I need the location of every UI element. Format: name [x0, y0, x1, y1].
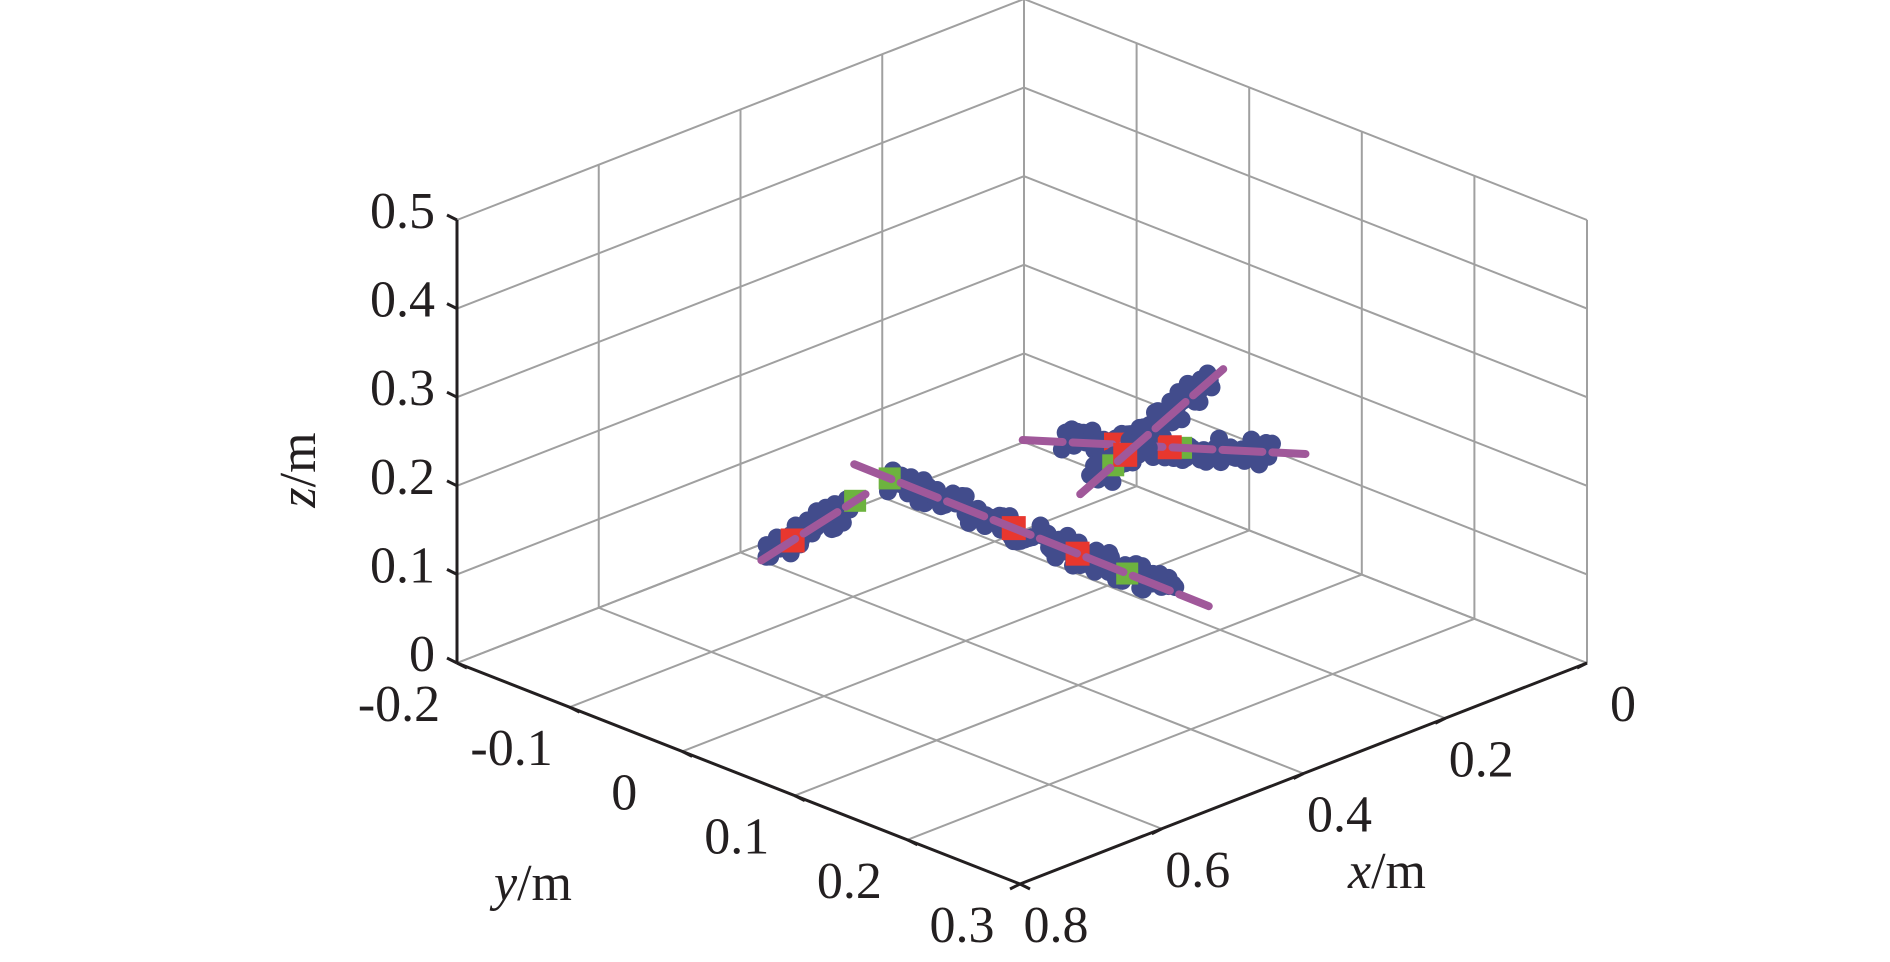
x-tick-mark [1434, 716, 1446, 725]
y-tick-label: -0.2 [358, 676, 440, 733]
wall-grid-line [456, 175, 1025, 399]
x-tick-mark [1292, 772, 1305, 780]
y-tick-mark [794, 794, 806, 802]
z-tick-label: 0 [409, 626, 435, 683]
x-tick-mark [1009, 882, 1021, 891]
floor-grid-line [794, 573, 1363, 797]
y-tick-label: 0.2 [817, 853, 882, 910]
z-tick-label: 0.3 [370, 360, 435, 417]
y-tick-label: -0.1 [470, 720, 552, 777]
y-tick-mark [906, 838, 919, 847]
fitted-line [1076, 358, 1235, 499]
x-tick-label: 0 [1610, 676, 1636, 733]
z-tick-mark [446, 390, 458, 399]
z-tick-mark [446, 568, 458, 576]
x-tick-label: 0.2 [1449, 731, 1514, 788]
segment-1 [757, 489, 870, 566]
segment-4 [1076, 358, 1235, 499]
y-axis-label: y/m [489, 855, 572, 912]
y-tick-label: 0.3 [930, 897, 995, 954]
z-tick-label: 0.5 [370, 183, 435, 240]
z-tick-mark [446, 213, 458, 222]
wall-grid-line [1023, 175, 1588, 399]
floor-grid-line [740, 551, 1304, 775]
floor-grid-line [598, 606, 1163, 830]
wall-grid-line [1023, 352, 1588, 576]
tick-labels: 0 0.1 0.2 0.3 0.4 0.5 -0.2 -0.1 0 0.1 0.2 0.3 0 0.2 0.… [358, 183, 1636, 954]
y-tick-label: 0 [611, 764, 637, 821]
x-axis-label: x/m [1347, 843, 1426, 900]
wall-grid-line [1023, 86, 1588, 310]
x-tick-mark [1151, 827, 1163, 836]
z-tick-label: 0.4 [370, 272, 435, 329]
fitted-line [757, 490, 870, 565]
fitted-line [1018, 435, 1310, 458]
x-tick-mark [1576, 661, 1588, 670]
z-tick-label: 0.2 [370, 449, 435, 506]
wall-grid-line [1023, 263, 1588, 487]
y-tick-label: 0.1 [704, 809, 769, 866]
y-tick-mark [1019, 882, 1031, 891]
wall-grid-line [1023, 0, 1588, 221]
x-tick-label: 0.8 [1024, 897, 1089, 954]
y-tick-mark [456, 661, 468, 670]
wall-grid-line [456, 263, 1025, 487]
floor-grid-line [907, 617, 1475, 841]
y-axis-line [456, 661, 1021, 886]
y-tick-mark [681, 750, 693, 758]
data-layer [757, 358, 1310, 611]
x-tick-label: 0.4 [1307, 787, 1372, 844]
x-tick-label: 0.6 [1165, 842, 1230, 899]
blue-marker [1085, 562, 1104, 581]
wall-grid-line [456, 86, 1025, 310]
z-axis-label: z/m [270, 432, 327, 508]
z-tick-mark [446, 479, 458, 488]
z-tick-label: 0.1 [370, 537, 435, 594]
blue-marker [1172, 410, 1191, 429]
wall-grid-line [456, 0, 1025, 221]
floor-grid-line [881, 496, 1446, 720]
wall-grid-line [456, 352, 1025, 576]
blue-marker [1262, 434, 1281, 453]
fitted-line [850, 460, 1213, 611]
y-tick-mark [568, 705, 581, 714]
axes [446, 213, 1588, 891]
z-tick-mark [446, 302, 458, 310]
z-tick-mark [446, 656, 458, 665]
segment-2 [850, 460, 1213, 611]
